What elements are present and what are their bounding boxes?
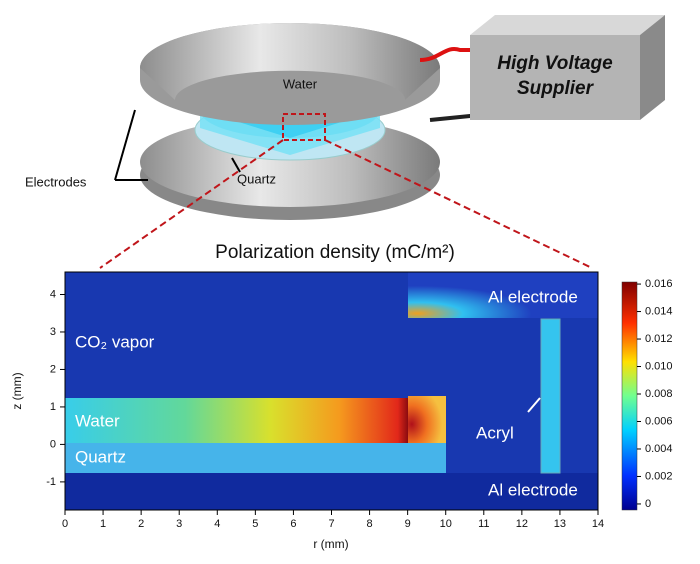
- arrows: [114, 109, 148, 181]
- x-tick-label: 14: [592, 518, 604, 530]
- electrodes-label: Electrodes: [25, 174, 87, 189]
- y-tick-label: 0: [50, 438, 56, 450]
- top-electrode-region: [408, 272, 598, 318]
- x-axis-label: r (mm): [313, 537, 348, 551]
- zoom-box: [282, 113, 326, 141]
- colorbar-tick-label: 0.012: [645, 333, 673, 345]
- top-electrode: [140, 23, 440, 100]
- apparatus: High Voltage Supplier Water Electrodes Q…: [25, 15, 665, 269]
- quartz-label: Quartz: [237, 171, 276, 186]
- water-region: [65, 398, 408, 443]
- y-tick-label: 2: [50, 363, 56, 375]
- x-tick-label: 6: [290, 518, 296, 530]
- region-label: Al electrode: [488, 480, 578, 499]
- supplier-label: High Voltage: [497, 53, 613, 74]
- quartz-arrow: [231, 157, 241, 173]
- x-tick-label: 8: [367, 518, 373, 530]
- x-tick-label: 11: [478, 518, 489, 530]
- x-tick-label: 13: [554, 518, 566, 530]
- x-tick-label: 12: [516, 518, 528, 530]
- box-front: [470, 35, 640, 120]
- box-side: [640, 15, 665, 120]
- colorbar-tick-label: 0: [645, 498, 651, 510]
- x-tick-label: 4: [214, 518, 220, 530]
- y-axis-label: z (mm): [10, 372, 24, 409]
- colorbar-tick-label: 0.014: [645, 305, 673, 317]
- zoom-lines: [99, 139, 593, 269]
- x-tick-label: 2: [138, 518, 144, 530]
- colorbar-tick-label: 0.016: [645, 278, 673, 290]
- acryl-region: [540, 318, 561, 474]
- water-label: Water: [283, 76, 318, 91]
- region-label: Water: [75, 411, 120, 430]
- region-label: CO₂ vapor: [75, 332, 155, 351]
- x-tick-label: 5: [252, 518, 258, 530]
- colorbar-tick-label: 0.010: [645, 360, 673, 372]
- y-tick-label: 1: [50, 401, 56, 413]
- acryl-arrow: [527, 397, 541, 413]
- x-tick-label: 3: [176, 518, 182, 530]
- colorbar: [621, 281, 638, 511]
- colorbar-tick-label: 0.004: [645, 443, 673, 455]
- region-label: Al electrode: [488, 287, 578, 306]
- colorbar-tick-label: 0.002: [645, 470, 673, 482]
- colorbar-tick-label: 0.006: [645, 415, 673, 427]
- quartz-region: [65, 443, 446, 473]
- supplier-label: Supplier: [517, 78, 595, 99]
- edge-region: [408, 396, 446, 443]
- region-label: Acryl: [476, 423, 514, 442]
- x-tick-label: 10: [440, 518, 452, 530]
- y-tick-label: 4: [50, 288, 56, 300]
- box-top: [470, 15, 665, 35]
- region-label: Quartz: [75, 447, 126, 466]
- y-tick-label: -1: [46, 476, 56, 488]
- x-tick-label: 7: [328, 518, 334, 530]
- x-tick-label: 9: [405, 518, 411, 530]
- colorbar-tick-label: 0.008: [645, 388, 673, 400]
- x-tick-label: 1: [100, 518, 106, 530]
- y-tick-label: 3: [50, 326, 56, 338]
- plot-title: Polarization density (mC/m²): [215, 242, 455, 263]
- bottom-electrode-region: [65, 473, 598, 510]
- wire-red: [419, 47, 470, 62]
- x-tick-label: 0: [62, 518, 68, 530]
- field-map: [65, 272, 598, 510]
- water-cut: [200, 110, 380, 155]
